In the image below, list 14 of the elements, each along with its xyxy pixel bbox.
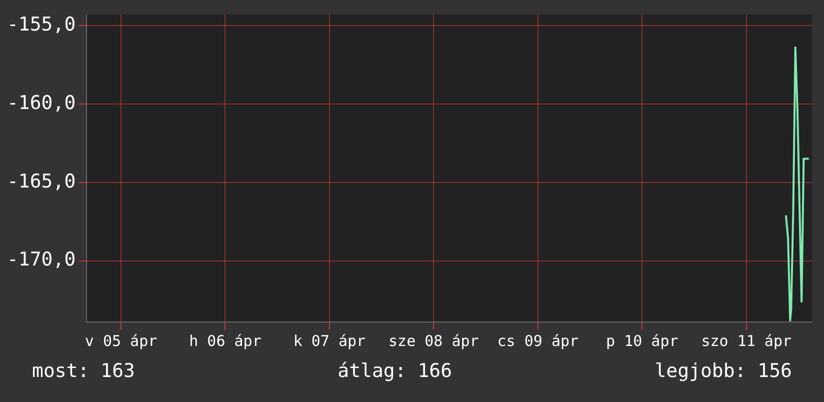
y-tick-label: -165,0 xyxy=(6,170,76,192)
text: átlag: 166 xyxy=(338,360,452,382)
y-tick-label: -155,0 xyxy=(6,13,76,36)
x-tick-label: szo 11 ápr xyxy=(701,332,792,350)
x-tick-label: cs 09 ápr xyxy=(497,332,579,350)
text: legjobb: 156 xyxy=(654,360,792,382)
x-tick-label: k 07 ápr xyxy=(293,332,366,350)
x-tick-label: h 06 ápr xyxy=(189,332,262,350)
x-tick-label: v 05 ápr xyxy=(84,332,158,350)
x-tick-label: p 10 ápr xyxy=(606,332,678,350)
text: most: 163 xyxy=(32,360,135,382)
y-tick-label: -170,0 xyxy=(6,248,76,271)
x-tick-label: sze 08 ápr xyxy=(388,332,479,350)
y-tick-label: -160,0 xyxy=(6,92,76,114)
